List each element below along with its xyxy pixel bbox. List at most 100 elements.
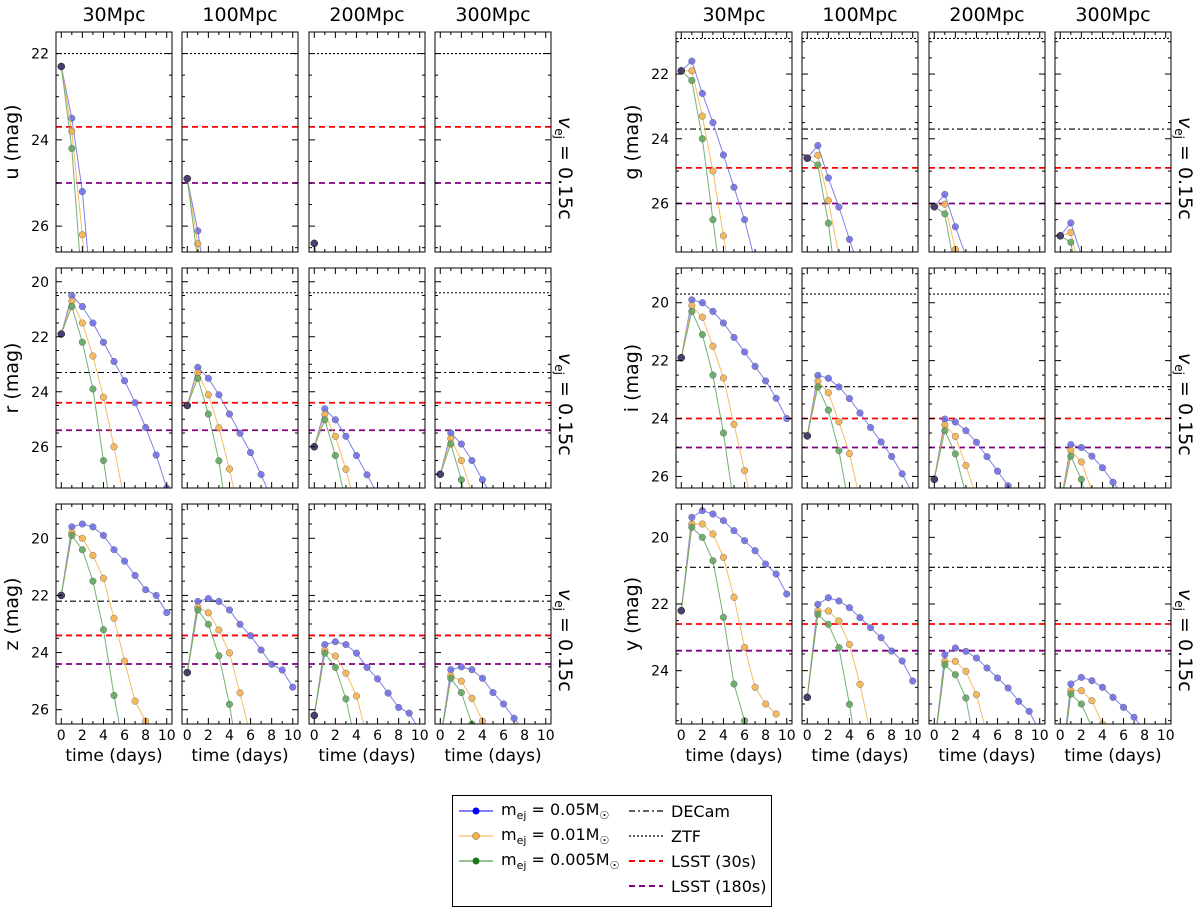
point-m0.01-t9 bbox=[1026, 848, 1033, 855]
x-axis-label: time (days) bbox=[1064, 746, 1161, 766]
point-m0.05-t4 bbox=[99, 338, 107, 346]
point-m0.01-t2 bbox=[698, 112, 706, 120]
point-m0.005-t4 bbox=[479, 769, 486, 776]
point-m0.005-t1 bbox=[688, 77, 696, 85]
x-tick-label: 6 bbox=[740, 728, 749, 744]
point-m0.01-t4 bbox=[973, 494, 980, 501]
point-m0.01-t2 bbox=[457, 677, 465, 685]
point-m0.05-t7 bbox=[384, 689, 392, 697]
point-m0.01-t2 bbox=[951, 657, 959, 665]
plot-area bbox=[182, 595, 298, 724]
point-m0.05-t2 bbox=[824, 374, 832, 382]
point-m0.05-t6 bbox=[374, 491, 381, 498]
x-tick-label: 6 bbox=[1119, 728, 1128, 744]
point-m0.05-t5 bbox=[236, 620, 244, 628]
point-m0.05-t9 bbox=[278, 666, 286, 674]
panel-bg bbox=[435, 268, 551, 488]
point-m0.05-t5 bbox=[236, 429, 244, 437]
point-m0.05-t8 bbox=[762, 560, 770, 568]
point-m0.01-t0 bbox=[931, 744, 938, 751]
panel-bg bbox=[56, 268, 172, 488]
legend-swatch-lsst-180s bbox=[629, 885, 663, 887]
point-m0.01-t3 bbox=[215, 424, 223, 432]
point-m0.01-t4 bbox=[225, 465, 233, 473]
point-m0.05-t5 bbox=[1109, 478, 1117, 486]
point-m0.005-t1 bbox=[814, 610, 822, 618]
point-m0.005-t1 bbox=[1067, 238, 1075, 246]
x-tick-label: 0 bbox=[183, 728, 192, 744]
x-tick-label: 4 bbox=[99, 728, 108, 744]
annotation-sub: ej bbox=[552, 600, 566, 611]
point-m0.005-t1 bbox=[1067, 690, 1075, 698]
point-m0.01-t1 bbox=[1067, 229, 1075, 237]
legend-label-0.05: mej = 0.05M☉ bbox=[501, 799, 610, 823]
annotation-sub: ej bbox=[552, 364, 566, 375]
point-m0.01-t3 bbox=[469, 490, 476, 497]
point-m0.005-t1 bbox=[321, 416, 329, 424]
column-title: 30Mpc bbox=[82, 4, 145, 26]
panel-bg bbox=[929, 32, 1045, 252]
panel-y-3: 0 2 4 6 8 10 time (days) bbox=[1054, 503, 1175, 766]
legend-swatch-decam bbox=[629, 810, 663, 812]
point-m0.01-t7 bbox=[131, 697, 139, 705]
point-m0.01-t3 bbox=[962, 461, 970, 469]
series-line-m0.005 bbox=[1060, 235, 1074, 252]
y-tick-label: 24 bbox=[651, 664, 669, 680]
plot-area bbox=[802, 37, 918, 252]
point-m0.01-t5 bbox=[110, 443, 118, 451]
x-tick-label: 6 bbox=[866, 728, 875, 744]
point-m0.005-t3 bbox=[835, 447, 843, 455]
point-m0.05-t2 bbox=[951, 223, 959, 231]
point-m0.05-t7 bbox=[257, 471, 265, 479]
point-m0.005-t5 bbox=[984, 818, 991, 825]
legend-label-0.01: mej = 0.01M☉ bbox=[501, 824, 610, 848]
point-m0.005-t3 bbox=[342, 695, 350, 703]
point-m0.05-t1 bbox=[941, 190, 949, 198]
series-line-m0.005 bbox=[439, 442, 464, 488]
panel-bg bbox=[929, 504, 1045, 724]
point-m0.01-t2 bbox=[824, 389, 832, 397]
plot-area bbox=[309, 53, 425, 252]
annotation-v: v bbox=[554, 589, 576, 601]
point-m0.01-t6 bbox=[741, 643, 749, 651]
point-m0.01-t7 bbox=[878, 771, 885, 778]
panel-y-2: 0 2 4 6 8 10 time (days) bbox=[928, 503, 1049, 855]
panel-r-2 bbox=[308, 267, 426, 498]
point-m0.05-t5 bbox=[856, 614, 864, 622]
point-m0.01-t3 bbox=[709, 342, 717, 350]
legend-label-lsst-30s: LSST (30s) bbox=[671, 851, 757, 871]
point-m0.005-t3 bbox=[709, 557, 717, 565]
point-m0.01-t3 bbox=[468, 694, 476, 702]
legend-item-0.01: mej = 0.01M☉ bbox=[459, 825, 609, 847]
point-m0.005-t4 bbox=[719, 429, 727, 437]
y-tick-label: 24 bbox=[31, 133, 49, 149]
start-point bbox=[310, 711, 319, 720]
point-m0.05-t3 bbox=[342, 432, 350, 440]
point-m0.05-t8 bbox=[268, 660, 276, 668]
point-m0.01-t3 bbox=[835, 617, 843, 625]
annotation-sub: ej bbox=[552, 128, 566, 139]
point-m0.01-t4 bbox=[99, 393, 107, 401]
point-m0.01-t6 bbox=[994, 781, 1001, 788]
point-m0.05-t3 bbox=[962, 427, 970, 435]
point-m0.05-t8 bbox=[395, 703, 403, 711]
panel-bg bbox=[802, 32, 918, 252]
x-tick-label: 6 bbox=[373, 728, 382, 744]
point-m0.05-t0 bbox=[931, 744, 938, 751]
x-tick-label: 10 bbox=[1157, 728, 1175, 744]
x-tick-label: 6 bbox=[246, 728, 255, 744]
point-m0.005-t1 bbox=[1067, 452, 1075, 460]
point-m0.05-t10 bbox=[163, 609, 171, 617]
point-m0.005-t4 bbox=[99, 457, 107, 465]
point-m0.01-t3 bbox=[89, 551, 97, 559]
point-m0.005-t2 bbox=[951, 450, 959, 458]
point-m0.05-t7 bbox=[510, 714, 518, 722]
series-line-m0.01 bbox=[60, 66, 85, 252]
annotation-v: v bbox=[1174, 117, 1196, 129]
point-m0.005-t2 bbox=[698, 533, 706, 541]
x-axis-label: time (days) bbox=[191, 746, 288, 766]
point-m0.05-t2 bbox=[331, 638, 339, 646]
point-m0.01-t2 bbox=[78, 534, 86, 542]
series-line-m0.05 bbox=[680, 60, 754, 252]
point-m0.05-t3 bbox=[215, 597, 223, 605]
